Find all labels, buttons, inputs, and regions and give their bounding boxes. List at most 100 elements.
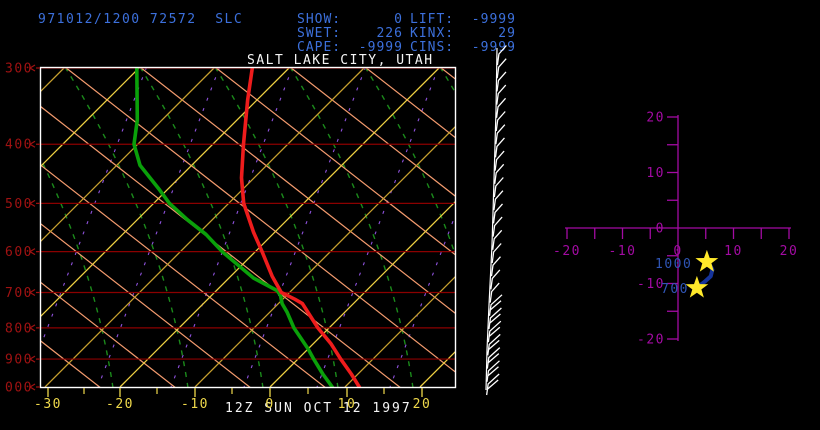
isotherm-line (44, 67, 366, 388)
dry-adiabat-line (64, 67, 456, 374)
hodo-y-label--10: -10 (637, 277, 665, 292)
skewt-grid (0, 67, 456, 388)
skewt-frame (39, 66, 457, 389)
dry-adiabat-line (40, 339, 102, 388)
wind-barb (487, 320, 502, 343)
pressure-label-500: 500 (5, 197, 33, 212)
dry-adiabat-line (364, 67, 456, 139)
moist-adiabat-line (0, 67, 38, 388)
chart-title: SALT LAKE CITY, UTAH (247, 53, 434, 68)
hodo-y-label--20: -20 (637, 333, 665, 348)
wind-barb-extra (490, 300, 502, 311)
wind-barb (495, 124, 506, 145)
wind-staff-spine (485, 47, 498, 391)
pressure-label-700: 700 (5, 286, 33, 301)
hodograph[interactable]: -20 -10 0 10 20 20 10 0 -10 -20 1000 700 (553, 111, 798, 348)
temperature-curve (239, 67, 362, 388)
moist-adiabat-line (214, 67, 339, 388)
mixing-ratio-line (389, 211, 456, 388)
moist-adiabat-line (40, 155, 114, 388)
wind-barb-extra (489, 313, 501, 324)
temp-label--20: -20 (106, 397, 134, 412)
stat-swet: SWET: 226 (297, 26, 403, 41)
wind-barb (494, 163, 505, 184)
hodo-x-label-0: 0 (673, 244, 682, 259)
wind-barb-extra (487, 379, 499, 390)
stat-kinx: KINX: 29 (410, 26, 516, 41)
temperature-axis: -30 -20 -10 0 10 20 (34, 388, 432, 412)
isotherm-line (40, 67, 291, 318)
pressure-tick-arrow (28, 140, 36, 148)
hodo-y-label-10: 10 (646, 166, 665, 181)
mixing-ratio-line (170, 67, 294, 388)
isotherm-line (119, 67, 441, 388)
pressure-label-400: 400 (5, 138, 33, 153)
station-id-line: 971012/1200 72572 SLC (38, 12, 244, 27)
wind-barb (496, 71, 507, 92)
temp-label-10: 10 (338, 397, 357, 412)
pressure-tick-arrow (28, 383, 36, 391)
wind-barb-extra (487, 353, 500, 364)
sounding-curves (132, 67, 362, 388)
dry-adiabat-line (40, 163, 327, 388)
hodo-x-label--20: -20 (553, 244, 581, 259)
temp-label--30: -30 (34, 397, 62, 412)
stat-lift: LIFT: -9999 (410, 12, 516, 27)
temp-label--10: -10 (181, 397, 209, 412)
stat-show: SHOW: 0 (297, 12, 403, 27)
wind-barb-staff (485, 45, 507, 396)
mixing-ratio-line (316, 67, 440, 388)
mixing-ratio-line (243, 67, 367, 388)
wind-barb (492, 203, 503, 224)
moist-adiabat-line (64, 67, 189, 388)
moist-adiabat-line (364, 67, 456, 259)
wind-barb (486, 360, 500, 382)
hodo-y-label-0: 0 (656, 222, 665, 237)
wind-barb (495, 111, 506, 132)
dry-adiabat-line (40, 281, 177, 388)
hodo-x-label-10: 10 (724, 244, 743, 259)
isotherm-line (40, 67, 216, 243)
chart-border (39, 66, 457, 389)
pressure-label-600: 600 (5, 245, 33, 260)
wind-barb (493, 177, 504, 198)
pressure-label-000: 000 (5, 381, 33, 396)
dry-adiabat-line (139, 67, 456, 315)
isotherm-line (194, 125, 456, 388)
wind-barb (494, 150, 505, 171)
dry-adiabat-line (289, 67, 456, 198)
moist-adiabat-line (139, 67, 264, 388)
wind-barb (495, 97, 507, 118)
wind-barb (488, 294, 503, 316)
hodo-star-1000 (695, 249, 719, 272)
wind-barb-extra (488, 339, 500, 350)
date-line: 12Z SUN OCT 12 1997 (225, 401, 412, 416)
pressure-tick-arrow (28, 199, 36, 207)
pressure-tick-arrow (28, 355, 36, 363)
dry-adiabat-line (40, 222, 252, 388)
hodo-level-label-700: 700 (661, 282, 689, 297)
isotherm-line (344, 275, 456, 388)
pressure-axis: 300 400 500 600 700 800 900 000 (5, 62, 40, 396)
wind-barb (489, 282, 500, 303)
wind-barb (492, 216, 503, 237)
wind-barb (487, 333, 501, 356)
temp-label-20: 20 (413, 397, 432, 412)
wind-barb (491, 243, 502, 264)
moist-adiabat-line (289, 67, 414, 388)
dry-adiabat-line (0, 67, 26, 388)
stat-cape: CAPE: -9999 (297, 40, 403, 55)
wind-barb (496, 58, 507, 79)
isotherm-line (419, 350, 456, 388)
wind-barb (496, 45, 507, 66)
wind-barb (486, 373, 500, 396)
hodo-level-label-1000: 1000 (655, 257, 692, 272)
wind-barb (496, 84, 507, 105)
isotherm-line (40, 67, 141, 168)
hodo-x-label-20: 20 (780, 244, 799, 259)
mixing-ratio-line (40, 67, 148, 350)
pressure-label-800: 800 (5, 321, 33, 336)
mixing-ratio-line (97, 67, 221, 388)
